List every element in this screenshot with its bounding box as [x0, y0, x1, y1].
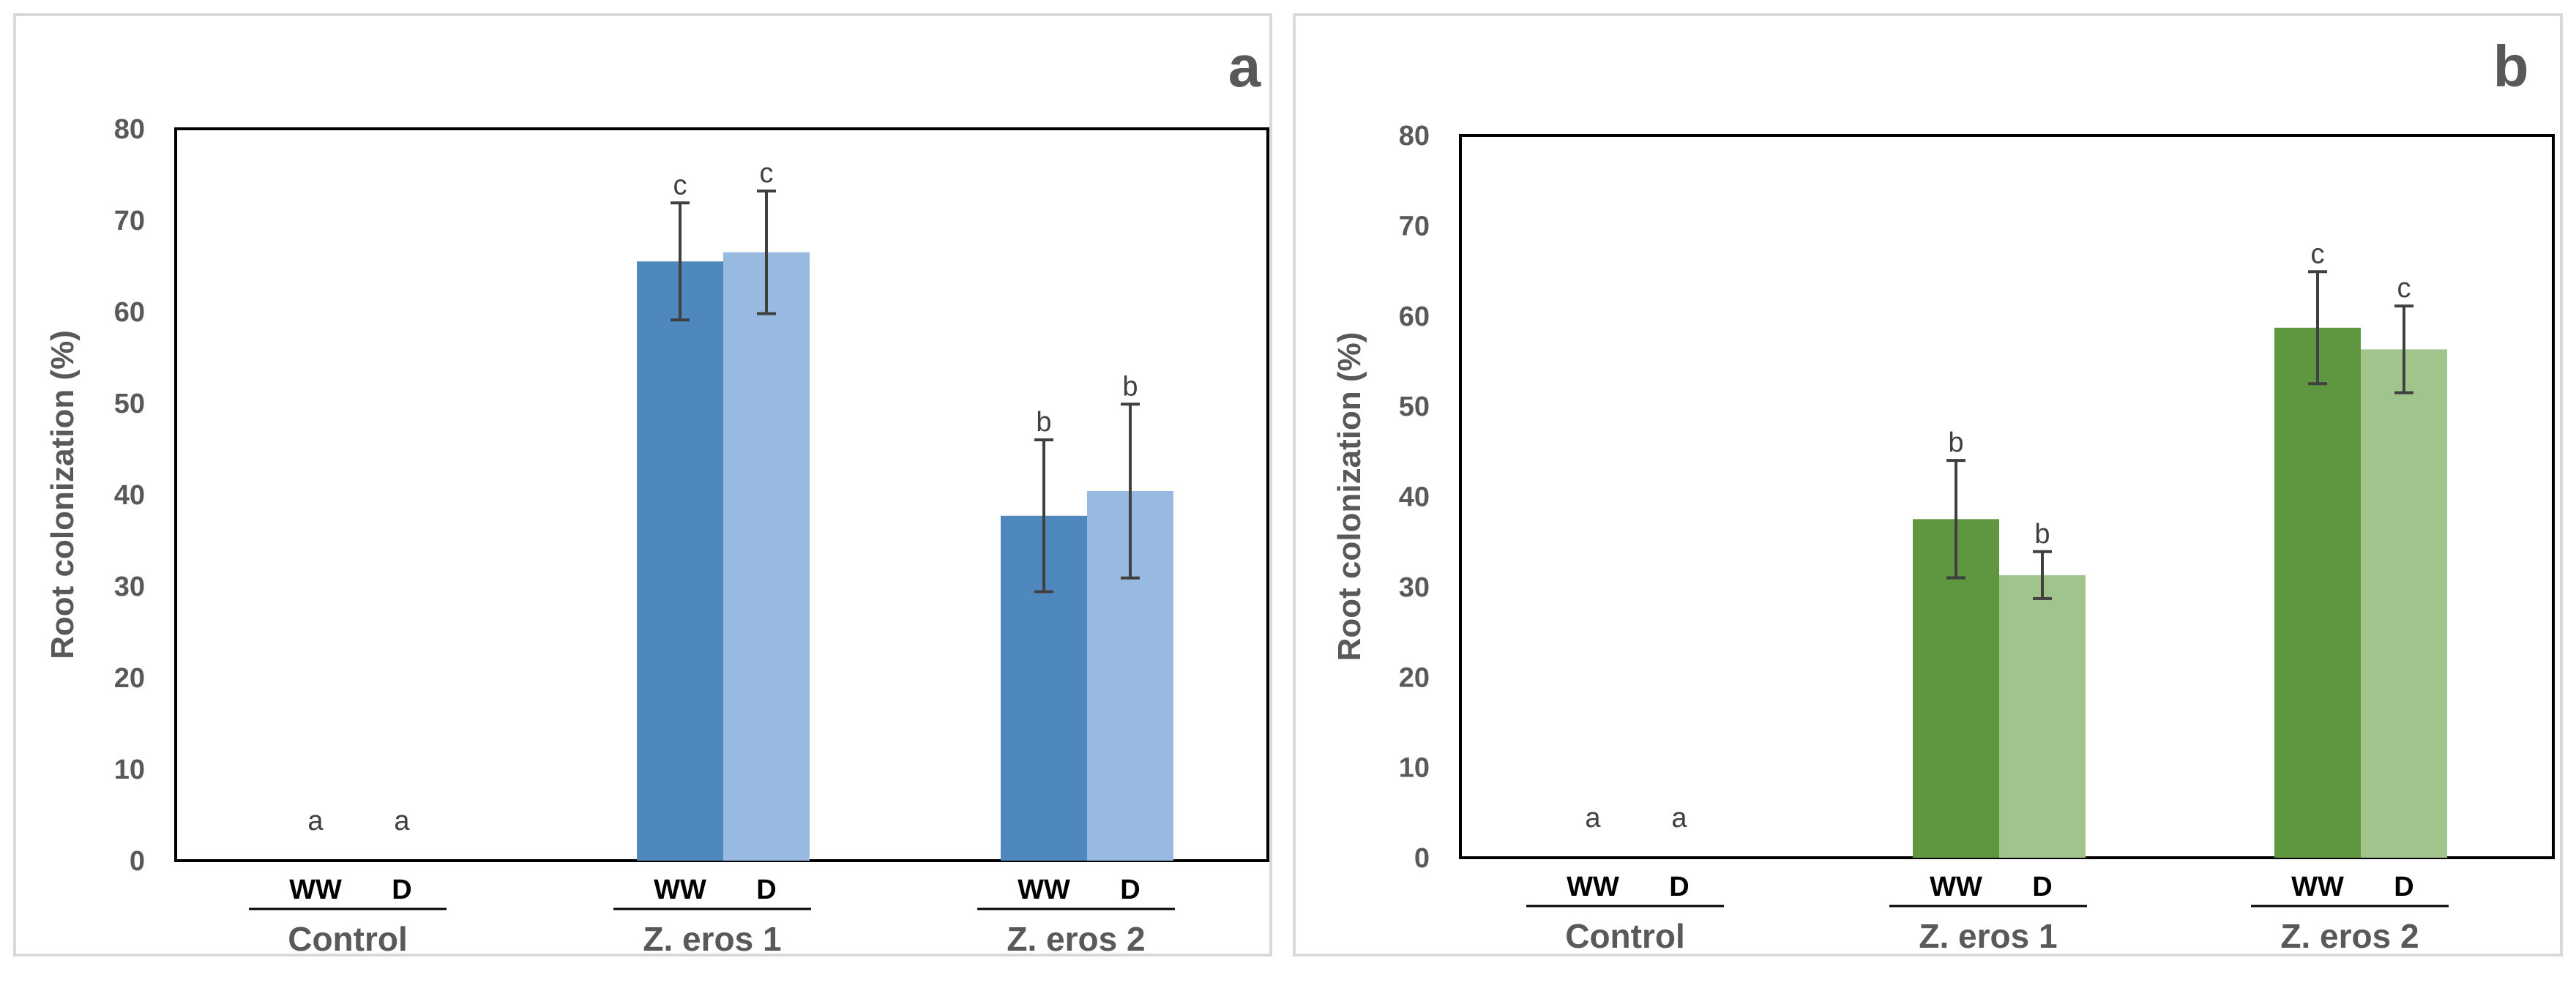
significance-letter: b	[1036, 407, 1051, 438]
x-category-label: Z. eros 2	[1007, 920, 1145, 958]
bar-d-2	[2361, 349, 2447, 858]
x-category-label: Z. eros 2	[2280, 917, 2419, 955]
significance-letter: b	[1122, 371, 1138, 402]
y-tick-label: 30	[1399, 572, 1430, 603]
significance-letter: c	[2397, 273, 2411, 304]
bar-d-1	[1999, 575, 2086, 858]
x-category-label: Control	[288, 920, 408, 958]
y-tick-label: 20	[1399, 662, 1430, 693]
condition-label: WW	[1930, 872, 1982, 902]
bar-d-1	[723, 252, 810, 861]
significance-letter: c	[673, 170, 687, 201]
y-tick-label: 40	[1399, 482, 1430, 513]
y-tick-label: 70	[114, 206, 145, 236]
x-category-label: Z. eros 1	[643, 920, 781, 958]
y-tick-label: 60	[114, 297, 145, 328]
y-axis-title: Root colonization (%)	[45, 330, 81, 659]
condition-label: D	[2032, 872, 2052, 902]
significance-letter: b	[2034, 519, 2050, 550]
y-tick-label: 80	[1399, 121, 1430, 151]
significance-letter: c	[2311, 239, 2325, 269]
panel-label: a	[1228, 34, 1261, 99]
condition-label: D	[1669, 872, 1689, 902]
condition-label: D	[392, 875, 411, 905]
condition-label: D	[2394, 872, 2413, 902]
significance-letter: a	[307, 806, 324, 837]
condition-label: WW	[1018, 875, 1070, 905]
chart-panel-a: 0 10 20 30 40 50 60 70 80 Root colonization (%) a a…	[13, 13, 1272, 958]
y-tick-label: 20	[114, 663, 145, 694]
y-tick-label: 50	[1399, 392, 1430, 422]
significance-letter: b	[1948, 427, 1963, 458]
condition-label: D	[1120, 875, 1140, 905]
y-tick-label: 50	[114, 389, 145, 419]
y-tick-label: 70	[1399, 211, 1430, 242]
x-category-label: Z. eros 1	[1919, 917, 2057, 955]
x-category-label: Control	[1565, 917, 1685, 955]
condition-label: WW	[1567, 872, 1619, 902]
bar-ww-1	[637, 261, 723, 861]
y-tick-label: 0	[130, 846, 145, 877]
significance-letter: a	[1671, 803, 1687, 834]
chart-panel-b: 0 10 20 30 40 50 60 70 80 Root colonization (%) b a…	[1293, 13, 2563, 957]
bar-ww-2	[2274, 327, 2361, 858]
y-tick-label: 0	[1414, 843, 1430, 874]
panel-label: b	[2493, 34, 2529, 99]
y-tick-label: 30	[114, 572, 145, 602]
y-tick-label: 80	[114, 114, 145, 145]
y-axis-title: Root colonization (%)	[1332, 332, 1367, 662]
condition-label: WW	[654, 875, 706, 905]
y-tick-label: 60	[1399, 302, 1430, 332]
significance-letter: a	[1585, 803, 1601, 834]
condition-label: WW	[289, 875, 342, 905]
condition-label: WW	[2291, 872, 2344, 902]
y-tick-label: 10	[1399, 753, 1430, 784]
significance-letter: c	[760, 158, 774, 189]
y-tick-label: 10	[114, 755, 145, 785]
significance-letter: a	[394, 806, 410, 837]
condition-label: D	[756, 875, 776, 905]
y-tick-label: 40	[114, 480, 145, 511]
